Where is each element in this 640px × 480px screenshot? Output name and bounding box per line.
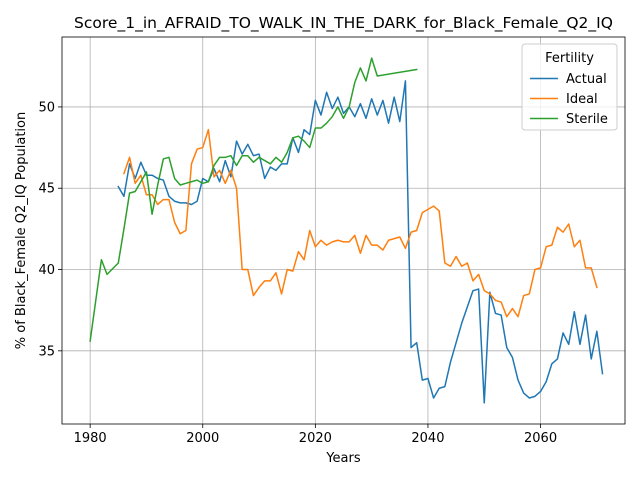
series-line-sterile (89, 57, 418, 342)
y-axis-title: % of Black_Female Q2_IQ Population (14, 112, 29, 349)
series-line-actual (117, 80, 604, 404)
y-tick-label: 40 (38, 263, 55, 278)
legend-title: Fertility (545, 51, 594, 66)
y-tick-label: 45 (38, 182, 55, 197)
chart-title: Score_1_in_AFRAID_TO_WALK_IN_THE_DARK_fo… (74, 14, 613, 33)
series-lines (89, 57, 604, 404)
legend-label-ideal: Ideal (566, 92, 598, 107)
x-axis-title: Years (325, 451, 361, 466)
plot-frame (61, 36, 626, 425)
x-tick-label: 2060 (524, 431, 557, 446)
x-tick-label: 2040 (411, 431, 444, 446)
legend-label-sterile: Sterile (566, 112, 608, 127)
x-tick-label: 2020 (299, 431, 332, 446)
series-line-ideal (122, 128, 598, 318)
x-tick-label: 2000 (186, 431, 219, 446)
legend-label-actual: Actual (566, 72, 607, 87)
legend: Fertility Actual Ideal Sterile (521, 43, 618, 131)
x-tick-label: 1980 (74, 431, 107, 446)
y-tick-label: 50 (38, 100, 55, 115)
axis-ticks: 1980 2000 2020 2040 2060 35 40 45 50 (38, 100, 557, 446)
y-tick-label: 35 (38, 344, 55, 359)
legend-box (521, 43, 618, 131)
